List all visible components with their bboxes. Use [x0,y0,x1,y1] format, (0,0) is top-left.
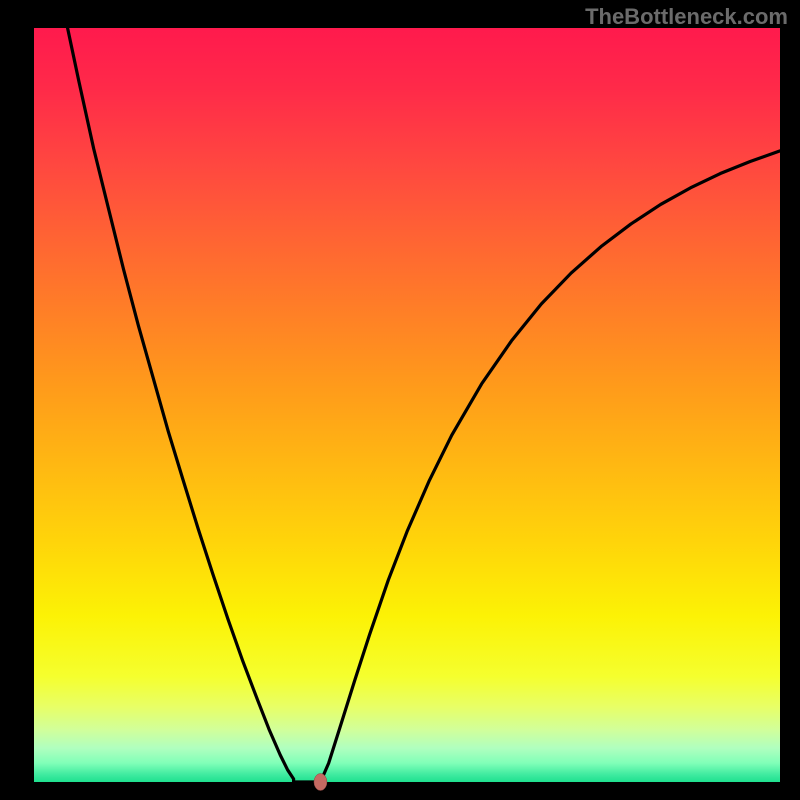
optimal-point-marker [314,774,327,791]
bottleneck-chart [0,0,800,800]
plot-background [34,28,780,782]
chart-container: TheBottleneck.com [0,0,800,800]
watermark-label: TheBottleneck.com [585,4,788,30]
